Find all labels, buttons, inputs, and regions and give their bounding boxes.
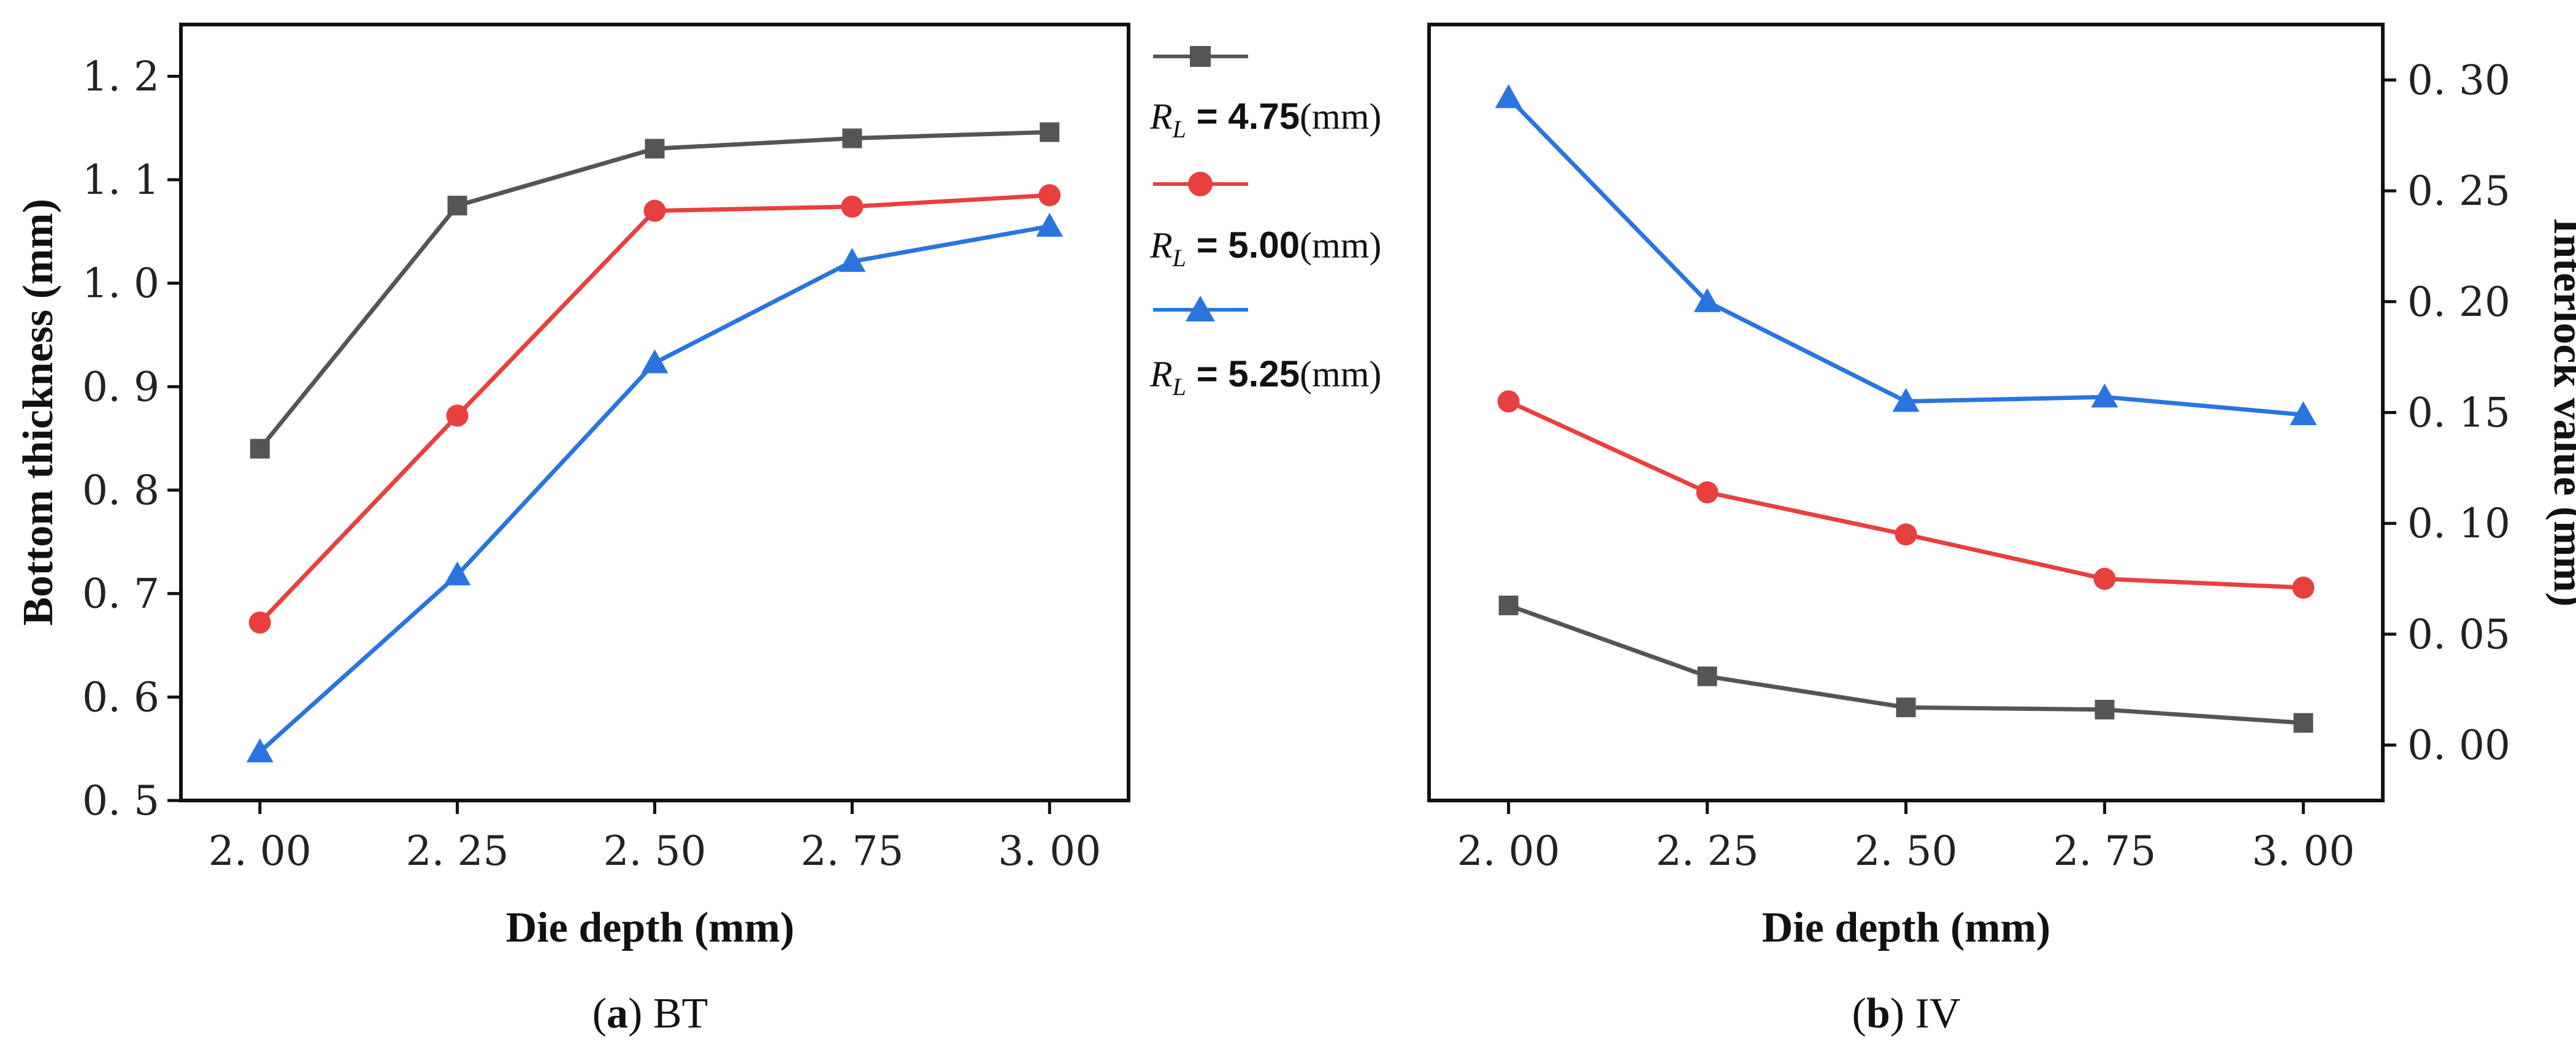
panel-a-y-tick-label: 1. 1 — [82, 156, 159, 204]
panel-a-y-tick-label: 1. 2 — [82, 53, 159, 100]
caption-a: (a) BT — [592, 990, 708, 1037]
panel-a-point-s3 — [443, 561, 471, 586]
panel-a-point-s1 — [645, 139, 665, 159]
panel-b-point-s3 — [1495, 84, 1522, 109]
legend-entry-2: RL = 5.00(mm) — [1149, 172, 1381, 272]
panel-a-y-tick-label: 0. 9 — [82, 363, 159, 410]
panel-b-y-tick-label: 0. 25 — [2407, 167, 2510, 215]
legend-marker-triangle — [1186, 296, 1215, 321]
panel-a-point-s2 — [446, 404, 469, 427]
panel-b-point-s1 — [1697, 666, 1717, 686]
panel-b-y-tick-label: 0. 05 — [2407, 611, 2510, 658]
panel-a-ylabel: Bottom thickness (mm) — [15, 199, 62, 626]
panel-b-x-tick-label: 2. 50 — [1855, 827, 1958, 875]
panel-a-x-tick-label: 2. 50 — [604, 827, 707, 875]
panel-b-point-s2 — [1895, 523, 1917, 546]
panel-a-point-s2 — [643, 199, 666, 222]
panel-a-point-s1 — [842, 128, 862, 148]
legend: RL = 4.75(mm) RL = 5.00(mm) RL = 5.25(mm… — [1149, 46, 1381, 401]
panel-a-point-s2 — [248, 611, 271, 634]
panel-a-point-s3 — [641, 349, 669, 374]
panel-b-point-s3 — [2091, 383, 2118, 408]
panel-b-point-s2 — [2292, 577, 2315, 599]
panel-a-point-s3 — [1036, 212, 1064, 237]
panel-a-x-tick-label: 2. 25 — [406, 827, 509, 875]
panel-b-frame — [1427, 23, 2385, 802]
legend-label-2: RL = 5.00(mm) — [1149, 225, 1381, 272]
panel-a-point-s3 — [838, 248, 866, 272]
panel-a-y-tick-label: 0. 8 — [82, 467, 159, 514]
panel-b-point-s2 — [1497, 390, 1520, 413]
panel-a-y-tick-label: 0. 7 — [82, 570, 159, 618]
panel-b-chart: 2. 00 2. 25 2. 50 2. 75 3. 00 0. 00 0. 05 0. 10… — [1427, 23, 2576, 951]
panel-a-series-line-1 — [258, 129, 1050, 450]
legend-entry-1: RL = 4.75(mm) — [1149, 46, 1381, 143]
panel-a-point-s1 — [447, 196, 467, 216]
panel-a-point-s1 — [250, 439, 270, 459]
panel-b-point-s1 — [1896, 697, 1916, 718]
panel-b-point-s1 — [1498, 595, 1519, 615]
panel-b-x-tick-label: 2. 25 — [1656, 827, 1759, 875]
panel-a-y-tick-label: 0. 6 — [82, 674, 159, 721]
panel-b-point-s2 — [2093, 567, 2116, 590]
panel-b-point-s3 — [1693, 288, 1721, 312]
panel-b-y-tick-label: 0. 10 — [2407, 500, 2510, 547]
panel-b-point-s3 — [2290, 401, 2317, 426]
panel-b-ylabel: Interlock value (mm) — [2545, 218, 2576, 607]
caption-b: (b) IV — [1852, 990, 1961, 1037]
panel-b-x-tick-label: 2. 75 — [2053, 827, 2156, 875]
panel-b-y-tick-label: 0. 15 — [2407, 390, 2510, 437]
panel-b-xlabel: Die depth (mm) — [1762, 904, 2050, 951]
panel-a-series-line-2 — [258, 193, 1050, 624]
legend-marker-circle — [1188, 172, 1213, 196]
panel-a-point-s3 — [246, 738, 274, 762]
panel-b-point-s2 — [1696, 481, 1719, 504]
panel-b-y-tick-label: 0. 20 — [2407, 278, 2510, 326]
panel-a-y-tick-label: 1. 0 — [82, 260, 159, 307]
panel-b-x-tick-label: 3. 00 — [2252, 827, 2355, 875]
panel-b-series-line-2 — [1508, 399, 2304, 590]
legend-marker-square — [1190, 46, 1211, 67]
legend-entry-3: RL = 5.25(mm) — [1149, 296, 1381, 401]
panel-a-y-tick-label: 0. 5 — [82, 777, 159, 824]
panel-b-point-s1 — [2293, 713, 2313, 733]
panel-b-point-s3 — [1892, 388, 1920, 412]
panel-a-point-s2 — [841, 195, 864, 218]
panel-a-chart: 2. 00 2. 25 2. 50 2. 75 3. 00 0. 5 0. 6 0. 7 0. … — [15, 23, 1130, 951]
panel-b-point-s1 — [2095, 699, 2115, 720]
panel-b-x-tick-label: 2. 00 — [1457, 827, 1560, 875]
panel-a-point-s1 — [1040, 122, 1060, 142]
panel-a-x-tick-label: 2. 00 — [209, 827, 312, 875]
panel-b-y-tick-label: 0. 30 — [2407, 56, 2510, 104]
panel-a-point-s2 — [1038, 184, 1061, 207]
panel-a-x-tick-label: 3. 00 — [998, 827, 1101, 875]
legend-label-3: RL = 5.25(mm) — [1149, 353, 1381, 401]
panel-b-series-line-3 — [1507, 96, 2304, 417]
legend-label-1: RL = 4.75(mm) — [1149, 96, 1381, 143]
panel-a-xlabel: Die depth (mm) — [506, 904, 794, 951]
panel-a-x-tick-label: 2. 75 — [800, 827, 903, 875]
panel-b-y-tick-label: 0. 00 — [2407, 722, 2510, 769]
